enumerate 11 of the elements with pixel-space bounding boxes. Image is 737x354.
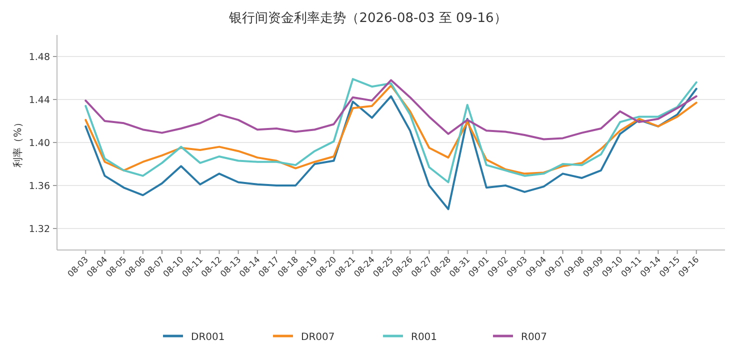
legend-label: R001	[411, 332, 438, 343]
y-tick-label: 1.44	[28, 95, 50, 106]
legend-label: R007	[521, 332, 548, 343]
y-tick-label: 1.36	[28, 181, 50, 192]
y-tick-label: 1.40	[28, 138, 50, 149]
y-tick-label: 1.32	[28, 224, 50, 235]
y-tick-label: 1.48	[28, 52, 50, 63]
chart-title: 银行间资金利率走势（2026-08-03 至 09-16）	[228, 10, 507, 26]
y-axis-title: 利率（%）	[12, 118, 24, 168]
legend-label: DR001	[191, 332, 225, 343]
legend-label: DR007	[301, 332, 335, 343]
